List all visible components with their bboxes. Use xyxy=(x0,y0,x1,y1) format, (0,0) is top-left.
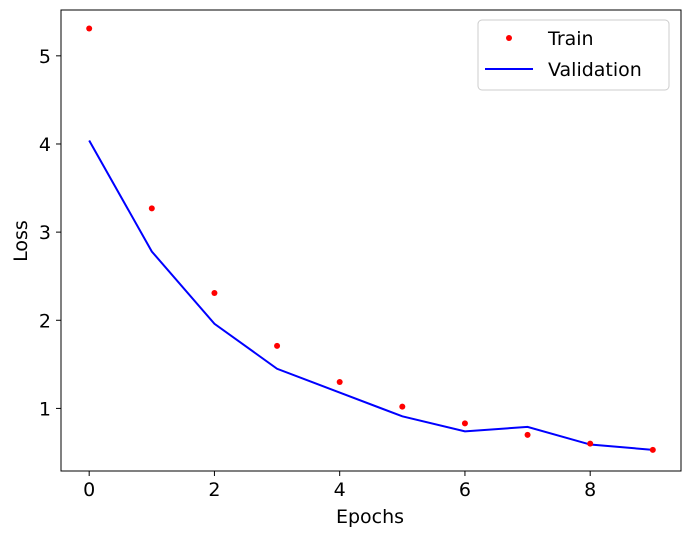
train-point xyxy=(211,289,218,296)
train-point xyxy=(524,431,531,438)
train-point xyxy=(336,378,343,385)
train-point xyxy=(274,342,281,349)
train-point xyxy=(148,205,155,212)
y-axis-label: Loss xyxy=(10,220,32,262)
y-tick-label: 4 xyxy=(39,134,51,156)
train-point xyxy=(461,420,468,427)
x-tick-label: 2 xyxy=(208,479,220,501)
legend-box xyxy=(477,19,670,91)
x-axis-label: Epochs xyxy=(336,506,404,528)
train-point xyxy=(649,446,656,453)
x-tick-label: 6 xyxy=(459,479,471,501)
legend: Train Validation xyxy=(477,19,670,91)
x-tick-label: 4 xyxy=(334,479,346,501)
validation-line xyxy=(88,139,653,451)
train-point xyxy=(86,25,93,32)
y-tick-label: 2 xyxy=(39,310,51,332)
x-tick-label: 0 xyxy=(83,479,95,501)
plot-area xyxy=(86,25,656,453)
x-tick-label: 8 xyxy=(584,479,596,501)
y-tick-label: 5 xyxy=(39,46,51,68)
x-axis: 0 2 4 6 8 xyxy=(83,471,596,501)
legend-train-label: Train xyxy=(547,28,594,50)
y-tick-label: 3 xyxy=(39,222,51,244)
y-axis: 1 2 3 4 5 xyxy=(39,46,61,420)
y-tick-label: 1 xyxy=(39,398,51,420)
train-point xyxy=(587,440,594,447)
plot-frame xyxy=(60,9,682,472)
legend-train-marker xyxy=(506,35,512,41)
train-point xyxy=(399,403,406,410)
legend-validation-label: Validation xyxy=(548,59,642,81)
